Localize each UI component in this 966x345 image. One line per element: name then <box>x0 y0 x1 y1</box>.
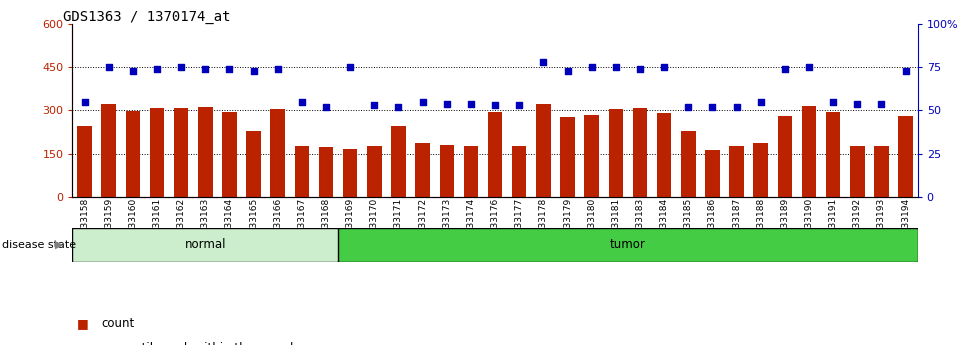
Bar <box>488 112 502 197</box>
Point <box>680 104 696 110</box>
Point <box>802 65 817 70</box>
Bar <box>512 146 526 197</box>
Text: GDS1363 / 1370174_at: GDS1363 / 1370174_at <box>63 10 230 24</box>
Bar <box>778 116 792 197</box>
Bar <box>898 116 913 197</box>
Text: count: count <box>101 317 134 331</box>
Bar <box>367 146 382 197</box>
Text: disease state: disease state <box>2 240 76 250</box>
Bar <box>753 144 768 197</box>
Bar <box>343 149 357 197</box>
Point <box>270 66 286 72</box>
Bar <box>391 126 406 197</box>
Bar <box>198 107 213 197</box>
Point <box>898 68 914 73</box>
Text: percentile rank within the sample: percentile rank within the sample <box>101 342 301 345</box>
Point <box>656 65 671 70</box>
Point <box>126 68 141 73</box>
Bar <box>850 146 865 197</box>
Bar <box>657 113 671 197</box>
Point <box>825 99 840 105</box>
Text: ■: ■ <box>77 342 89 345</box>
Point <box>753 99 769 105</box>
Point <box>174 65 189 70</box>
Point <box>488 102 503 108</box>
Point <box>390 104 407 110</box>
Point <box>222 66 238 72</box>
Bar <box>319 147 333 197</box>
Bar <box>874 146 889 197</box>
Bar <box>826 112 840 197</box>
Bar <box>729 146 744 197</box>
Bar <box>415 144 430 197</box>
Point <box>535 59 551 65</box>
Bar <box>150 108 164 197</box>
Point <box>343 65 358 70</box>
Point <box>850 101 866 106</box>
Bar <box>633 108 647 197</box>
Bar <box>584 115 599 197</box>
Bar <box>440 146 454 197</box>
Point <box>873 101 889 106</box>
Text: tumor: tumor <box>610 238 646 252</box>
Point <box>512 102 527 108</box>
Bar <box>101 104 116 197</box>
Bar <box>609 109 623 197</box>
Text: ▶: ▶ <box>55 240 64 250</box>
Bar <box>338 228 918 262</box>
Point <box>415 99 431 105</box>
Point <box>440 101 455 106</box>
Point <box>705 104 721 110</box>
Point <box>294 99 309 105</box>
Point <box>77 99 93 105</box>
Point <box>728 104 744 110</box>
Bar <box>464 146 478 197</box>
Point <box>150 66 165 72</box>
Bar <box>72 228 338 262</box>
Bar <box>536 104 551 197</box>
Point <box>367 102 383 108</box>
Point <box>245 68 261 73</box>
Bar <box>681 130 696 197</box>
Point <box>464 101 479 106</box>
Point <box>319 104 334 110</box>
Point <box>198 66 213 72</box>
Point <box>632 66 647 72</box>
Bar <box>270 109 285 197</box>
Bar <box>246 130 261 197</box>
Bar <box>802 106 816 197</box>
Bar <box>295 146 309 197</box>
Bar <box>705 150 720 197</box>
Bar <box>222 112 237 197</box>
Text: normal: normal <box>185 238 226 252</box>
Bar <box>560 117 575 197</box>
Text: ■: ■ <box>77 317 89 331</box>
Bar <box>174 108 188 197</box>
Point <box>777 66 792 72</box>
Point <box>560 68 576 73</box>
Bar <box>77 126 92 197</box>
Point <box>101 65 117 70</box>
Point <box>609 65 624 70</box>
Point <box>583 65 599 70</box>
Bar <box>126 111 140 197</box>
